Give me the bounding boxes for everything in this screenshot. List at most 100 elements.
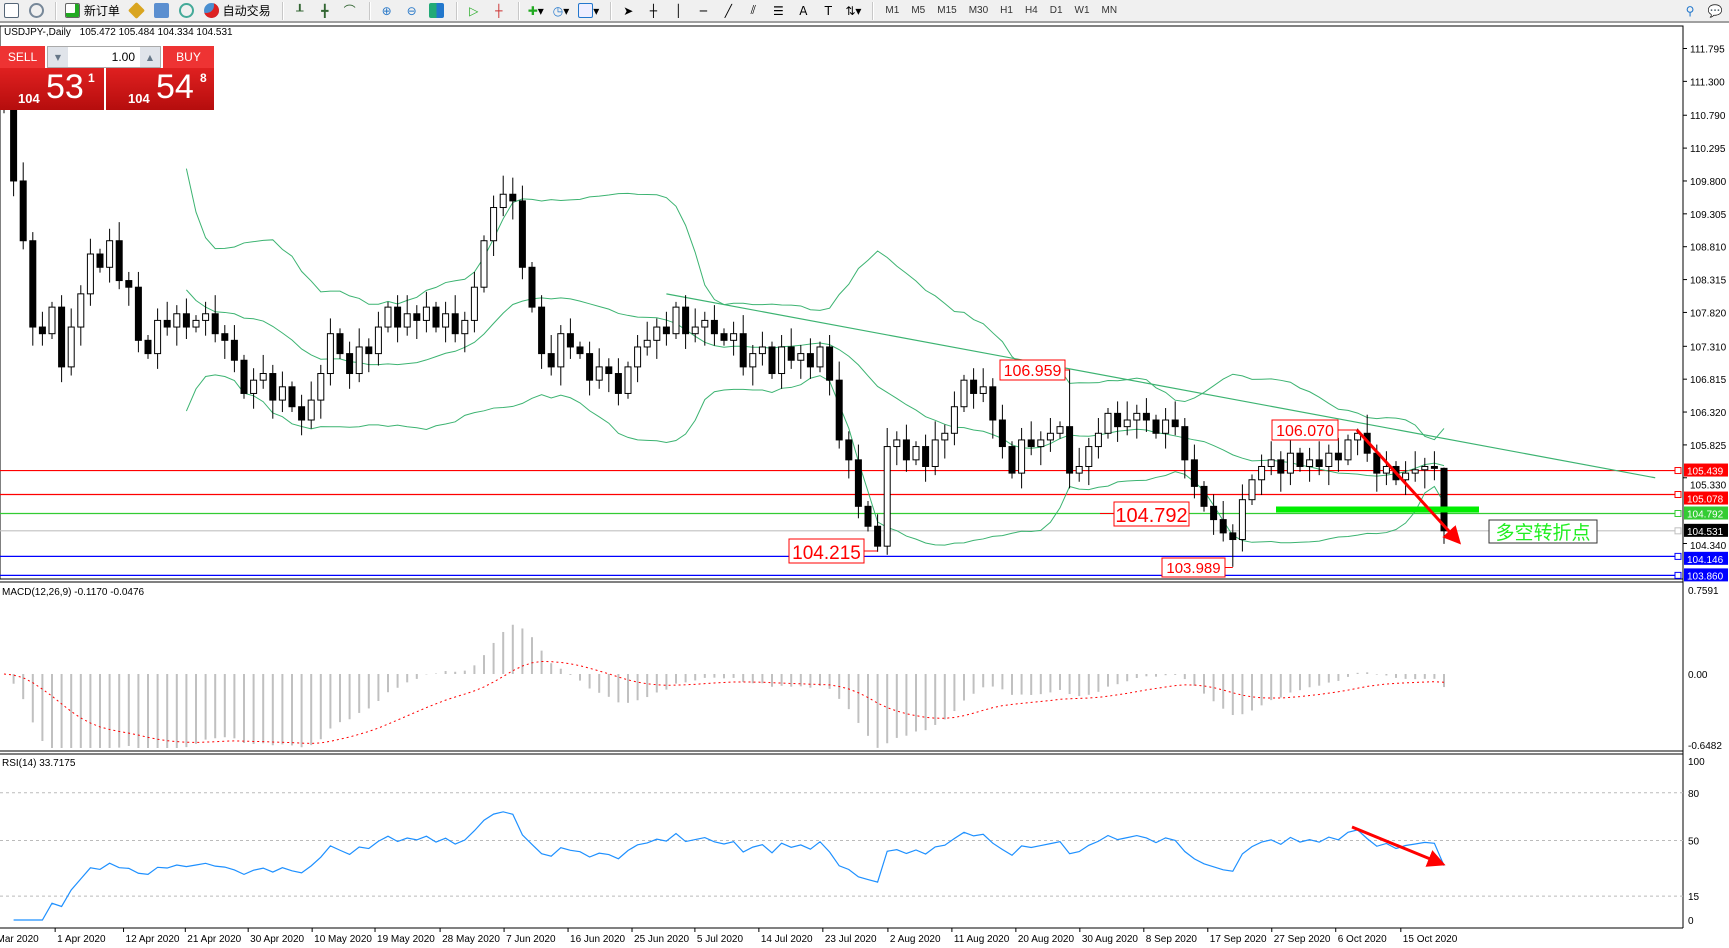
bearish-candle[interactable] xyxy=(720,333,728,341)
bullish-candle[interactable] xyxy=(259,373,267,381)
vertical-line-button[interactable]: │ xyxy=(667,0,689,21)
bullish-candle[interactable] xyxy=(1344,439,1352,461)
timeframe-m5[interactable]: M5 xyxy=(911,5,926,16)
bullish-candle[interactable] xyxy=(1056,426,1064,434)
bearish-candle[interactable] xyxy=(538,306,546,355)
line-anchor[interactable] xyxy=(1674,509,1682,517)
bullish-candle[interactable] xyxy=(701,319,709,328)
bearish-candle[interactable] xyxy=(144,339,152,355)
bearish-candle[interactable] xyxy=(614,373,622,394)
bullish-candle[interactable] xyxy=(422,306,430,321)
bullish-candle[interactable] xyxy=(960,379,968,408)
bearish-candle[interactable] xyxy=(787,346,795,361)
arrows-button[interactable]: ⇅ ▾ xyxy=(845,3,862,18)
line-chart-button[interactable]: ⌒ xyxy=(339,0,361,21)
bullish-candle[interactable] xyxy=(883,446,891,547)
zoom-out-button[interactable]: ⊖ xyxy=(401,0,423,21)
horizontal-line-button[interactable]: ─ xyxy=(692,0,714,21)
bearish-candle[interactable] xyxy=(288,386,296,408)
bullish-candle[interactable] xyxy=(403,313,411,328)
bearish-candle[interactable] xyxy=(605,366,613,375)
bearish-candle[interactable] xyxy=(1334,452,1342,461)
bearish-candle[interactable] xyxy=(998,419,1006,448)
bullish-candle[interactable] xyxy=(672,306,680,335)
lot-size-value[interactable]: 1.00 xyxy=(111,50,135,64)
bullish-candle[interactable] xyxy=(384,306,392,328)
lot-decrease-button[interactable]: ▼ xyxy=(48,47,68,67)
bullish-candle[interactable] xyxy=(1354,432,1362,441)
bullish-candle[interactable] xyxy=(1046,432,1054,441)
bearish-candle[interactable] xyxy=(768,346,776,375)
text-button[interactable]: A xyxy=(792,0,814,21)
bearish-candle[interactable] xyxy=(298,406,306,421)
bearish-candle[interactable] xyxy=(394,306,402,328)
high-label-106959-box[interactable] xyxy=(999,359,1066,381)
bearish-candle[interactable] xyxy=(96,253,104,268)
bullish-candle[interactable] xyxy=(912,446,920,461)
bearish-candle[interactable] xyxy=(1027,439,1035,448)
zoom-in-button[interactable]: ⊕ xyxy=(376,0,398,21)
bullish-candle[interactable] xyxy=(1018,439,1026,474)
bullish-candle[interactable] xyxy=(1402,472,1410,481)
bullish-candle[interactable] xyxy=(595,366,603,381)
equidistant-channel-button[interactable]: ⫽ xyxy=(742,0,764,21)
bullish-candle[interactable] xyxy=(326,333,334,375)
bullish-candle[interactable] xyxy=(941,432,949,441)
bearish-candle[interactable] xyxy=(835,379,843,441)
bullish-candle[interactable] xyxy=(797,353,805,361)
bullish-candle[interactable] xyxy=(499,193,507,209)
level-label-104792-box[interactable] xyxy=(1113,501,1190,527)
bearish-candle[interactable] xyxy=(547,353,555,368)
bearish-candle[interactable] xyxy=(1219,519,1227,534)
bullish-candle[interactable] xyxy=(192,319,200,328)
buy-button[interactable]: BUY xyxy=(163,46,214,68)
timeframe-w1[interactable]: W1 xyxy=(1074,5,1090,16)
bullish-candle[interactable] xyxy=(1306,459,1314,467)
search-button[interactable]: ⚲ xyxy=(1679,0,1701,21)
bullish-candle[interactable] xyxy=(317,373,325,401)
auto-scroll-button[interactable]: ▷ xyxy=(463,0,485,21)
bullish-candle[interactable] xyxy=(1075,465,1083,474)
bullish-candle[interactable] xyxy=(816,346,824,368)
bearish-candle[interactable] xyxy=(1190,459,1198,487)
bullish-candle[interactable] xyxy=(48,306,56,335)
bearish-candle[interactable] xyxy=(38,326,46,335)
lot-increase-button[interactable]: ▲ xyxy=(140,47,160,67)
bearish-candle[interactable] xyxy=(211,313,219,335)
bullish-candle[interactable] xyxy=(893,439,901,448)
bearish-candle[interactable] xyxy=(432,306,440,328)
tile-windows-button[interactable] xyxy=(426,0,448,21)
indicators-button[interactable]: ✚ ▾ xyxy=(527,3,544,18)
bullish-candle[interactable] xyxy=(653,326,661,341)
bullish-candle[interactable] xyxy=(557,333,565,368)
bearish-candle[interactable] xyxy=(864,505,872,527)
signals-button[interactable] xyxy=(176,0,198,21)
bullish-candle[interactable] xyxy=(1421,465,1429,471)
bullish-candle[interactable] xyxy=(1238,499,1246,541)
timeframe-h1[interactable]: H1 xyxy=(1000,5,1013,16)
candlestick-button[interactable]: ╋ xyxy=(314,0,336,21)
bearish-candle[interactable] xyxy=(19,180,27,242)
bearish-candle[interactable] xyxy=(1229,532,1237,541)
bearish-candle[interactable] xyxy=(365,346,373,355)
bearish-candle[interactable] xyxy=(518,200,526,268)
bearish-candle[interactable] xyxy=(125,280,133,288)
bearish-candle[interactable] xyxy=(1200,485,1208,507)
bullish-candle[interactable] xyxy=(1286,452,1294,474)
bullish-candle[interactable] xyxy=(106,240,114,268)
bearish-candle[interactable] xyxy=(413,313,421,321)
bearish-candle[interactable] xyxy=(739,333,747,368)
bearish-candle[interactable] xyxy=(346,353,354,375)
bullish-candle[interactable] xyxy=(730,333,738,341)
bullish-candle[interactable] xyxy=(1382,465,1390,474)
trendline[interactable] xyxy=(666,293,1656,479)
bullish-candle[interactable] xyxy=(86,253,94,295)
bearish-candle[interactable] xyxy=(566,333,574,348)
bullish-candle[interactable] xyxy=(1133,412,1141,421)
bearish-candle[interactable] xyxy=(1210,505,1218,521)
new-order-button[interactable]: 新订单 xyxy=(62,0,123,21)
bullish-candle[interactable] xyxy=(1258,465,1266,481)
cursor-button[interactable]: ➤ xyxy=(617,0,639,21)
bar-chart-button[interactable]: ┸ xyxy=(289,0,311,21)
bullish-candle[interactable] xyxy=(355,346,363,375)
